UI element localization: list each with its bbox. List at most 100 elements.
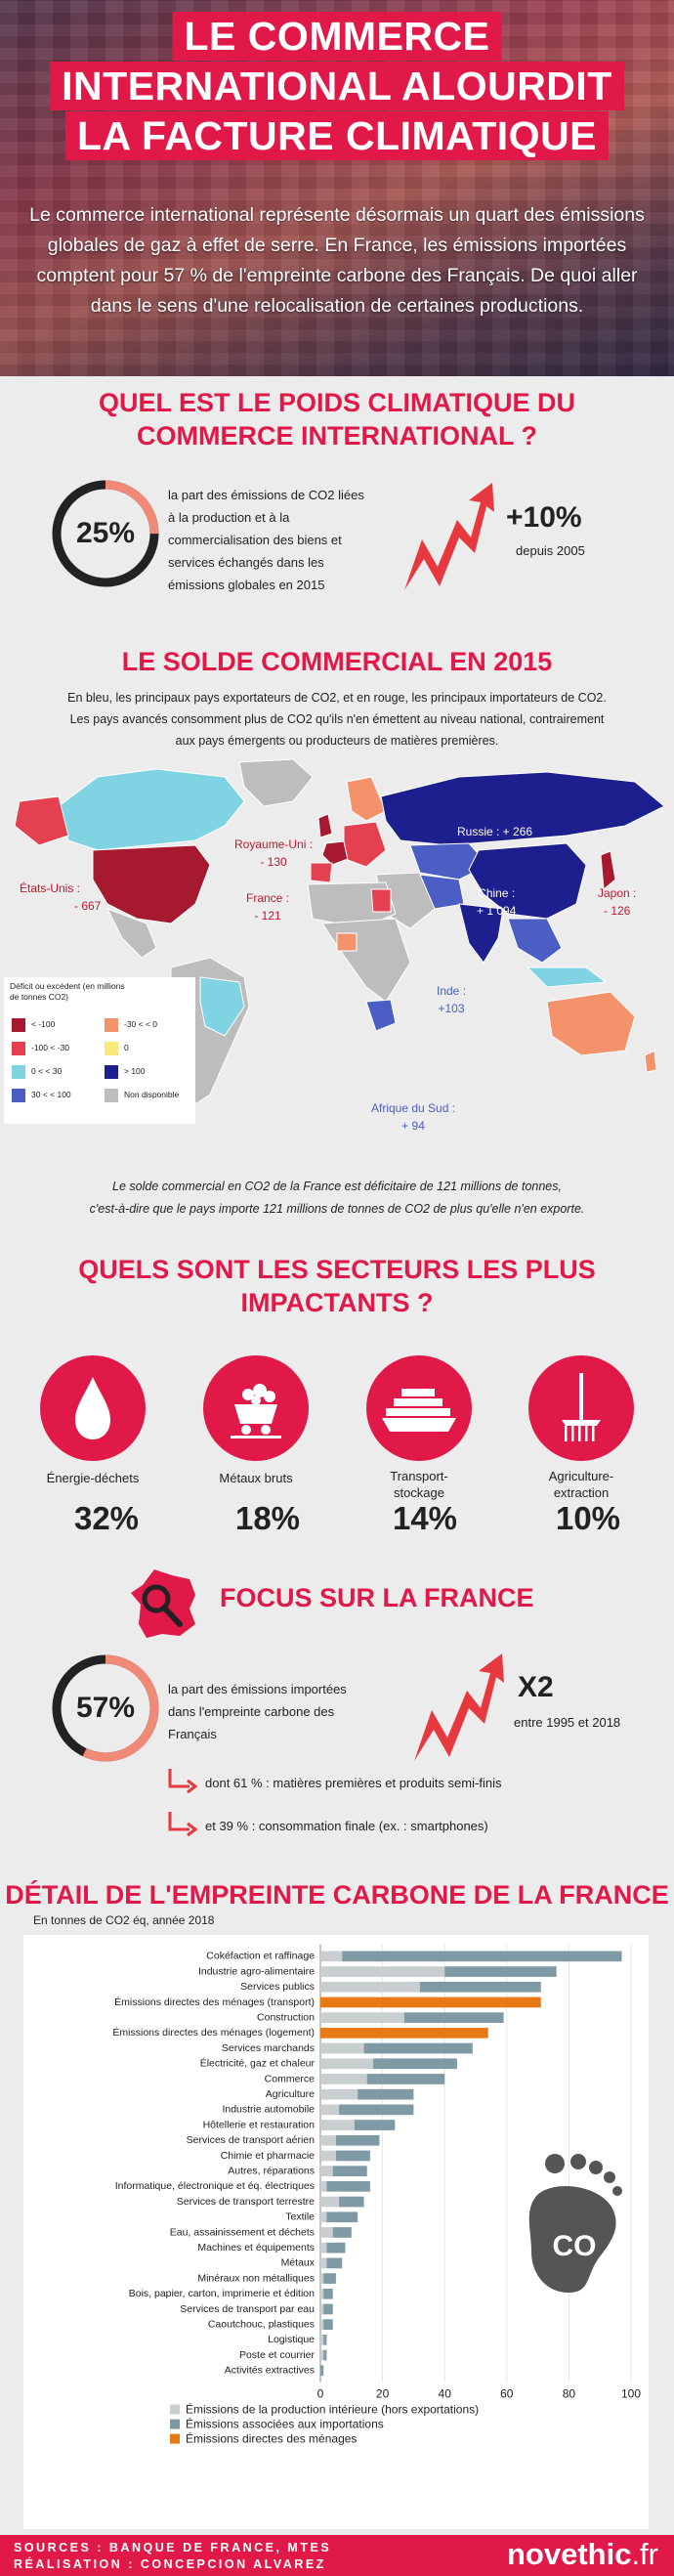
sector-label-agriculture: Agriculture- extraction	[548, 1469, 614, 1500]
bar-segment	[320, 2012, 404, 2023]
desc-line: services échangés dans les	[168, 555, 324, 570]
legend-label: Émissions directes des ménages	[186, 2431, 357, 2446]
legend-label: < -100	[31, 1019, 56, 1029]
category-label: Eau, assainissement et déchets	[170, 2226, 315, 2238]
label-india-name: Inde :	[437, 984, 467, 998]
bar-segment	[326, 2257, 343, 2269]
footer-credit: RÉALISATION : CONCEPCION ALVAREZ	[14, 2557, 326, 2571]
novethic-logo[interactable]: novethic.fr	[507, 2537, 658, 2572]
bar-segment	[320, 2227, 333, 2238]
bar-segment	[320, 2196, 340, 2208]
legend-swatch	[105, 1018, 118, 1032]
bar-segment	[320, 2104, 340, 2116]
category-label: Commerce	[265, 2073, 316, 2084]
category-label: Hôtellerie et restauration	[203, 2119, 316, 2130]
increase-value: +10%	[506, 501, 582, 534]
label-usa-name: États-Unis :	[20, 881, 81, 895]
bar-segment	[320, 1951, 343, 1962]
category-label: Agriculture	[266, 2088, 315, 2100]
sector-label-transport: Transport- stockage	[390, 1469, 448, 1500]
bar-segment	[358, 2088, 414, 2100]
bar-segment	[323, 2288, 333, 2299]
map-region-india	[458, 903, 504, 964]
label-china: Chine : + 1 094	[477, 884, 516, 920]
bar-segment	[320, 2058, 374, 2070]
france-desc-line: dans l'empreinte carbone des	[168, 1704, 335, 1719]
bar-segment	[354, 2120, 396, 2130]
label-india: Inde : +103	[437, 982, 466, 1017]
map-region-new-zealand	[644, 1050, 657, 1073]
bar-segment	[323, 2303, 333, 2315]
svg-text:2: 2	[603, 2251, 611, 2267]
tick-label: 80	[563, 2387, 576, 2401]
co2-footprint-icon: CO 2	[528, 2154, 622, 2293]
ring-57: 57%	[49, 1652, 162, 1765]
category-label: Industrie automobile	[222, 2104, 315, 2116]
bar-segment	[339, 2104, 414, 2116]
map-region-alaska	[14, 795, 69, 846]
bar-segment	[320, 1966, 445, 1977]
label-uk-name: Royaume-Uni :	[234, 837, 314, 851]
map-region-egypt	[370, 888, 392, 913]
category-label: Services de transport aérien	[187, 2134, 315, 2146]
bar-segment	[320, 2257, 327, 2269]
chart-subtitle: En tonnes de CO2 éq, année 2018	[33, 1913, 215, 1927]
footer-sources: SOURCES : BANQUE DE FRANCE, MTES	[14, 2541, 332, 2555]
bar-segment	[419, 1981, 541, 1993]
france-desc-line: la part des émissions importées	[168, 1682, 347, 1696]
label-south-africa-value: + 94	[401, 1119, 425, 1133]
category-label: Textile	[285, 2211, 315, 2223]
solde-text-1: En bleu, les principaux pays exportateur…	[67, 691, 607, 705]
label-usa: États-Unis : - 667	[20, 880, 101, 915]
legend-swatch	[170, 2404, 180, 2415]
label-south-africa: Afrique du Sud : + 94	[371, 1099, 455, 1135]
legend-swatch	[105, 1042, 118, 1055]
category-label: Services marchands	[222, 2042, 315, 2054]
france-map-icon	[131, 1569, 195, 1638]
trend-up-icon	[414, 1653, 504, 1761]
legend-swatch	[170, 2433, 180, 2444]
map-region-japan	[600, 850, 616, 890]
label-uk-value: - 130	[260, 855, 287, 869]
arrow-right-icon	[168, 1812, 198, 1837]
svg-text:CO: CO	[553, 2230, 597, 2262]
carbon-footprint-chart: Cokéfaction et raffinage Industrie agro-a…	[112, 1945, 641, 2446]
bar-segment	[320, 2335, 324, 2345]
mine-cart-icon	[231, 1384, 281, 1438]
bar-segment	[320, 2120, 355, 2130]
bar-segment	[320, 2166, 333, 2176]
multiplier-note: entre 1995 et 2018	[514, 1715, 621, 1730]
secteurs-title-1: QUELS SONT LES SECTEURS LES PLUS	[78, 1255, 596, 1284]
solde-note-2: c'est-à-dire que le pays importe 121 mil…	[89, 1202, 585, 1216]
bar-segment	[363, 2042, 473, 2054]
map-region-usa	[92, 844, 211, 924]
tick-label: 20	[376, 2387, 390, 2401]
sector-pct-metals: 18%	[234, 1500, 301, 1536]
solde-text-3: aux pays émergents ou producteurs de mat…	[175, 734, 499, 748]
label-france: France : - 121	[246, 889, 289, 924]
france-desc-line: Français	[168, 1727, 217, 1741]
category-label: Minéraux non métalliques	[197, 2272, 315, 2284]
sector-pct-energy: 32%	[73, 1500, 140, 1536]
hero-banner: LE COMMERCE INTERNATIONAL ALOURDIT LA FA…	[0, 0, 674, 376]
legend-swatch	[170, 2419, 180, 2429]
logo-tld: .fr	[631, 2537, 658, 2571]
category-label: Métaux	[281, 2257, 316, 2269]
label-france-name: France :	[246, 891, 290, 905]
legend-swatch	[105, 1065, 118, 1079]
bar-segment	[320, 2303, 324, 2315]
tick-label: 0	[317, 2387, 324, 2401]
legend-swatch	[12, 1065, 25, 1079]
map-region-scandinavia	[346, 776, 387, 822]
tick-label: 40	[439, 2387, 452, 2401]
bar-segment	[320, 2042, 364, 2054]
rake-icon	[562, 1373, 601, 1441]
map-region-brazil	[199, 976, 245, 1037]
bar-segment	[320, 2211, 327, 2223]
legend-label: 30 < < 100	[31, 1090, 71, 1099]
ship-icon	[382, 1389, 456, 1432]
bar-segment	[373, 2058, 457, 2070]
bar-segment	[323, 2349, 327, 2361]
desc-line: commercialisation des biens et	[168, 533, 342, 547]
category-label: Services de transport par eau	[180, 2303, 315, 2315]
